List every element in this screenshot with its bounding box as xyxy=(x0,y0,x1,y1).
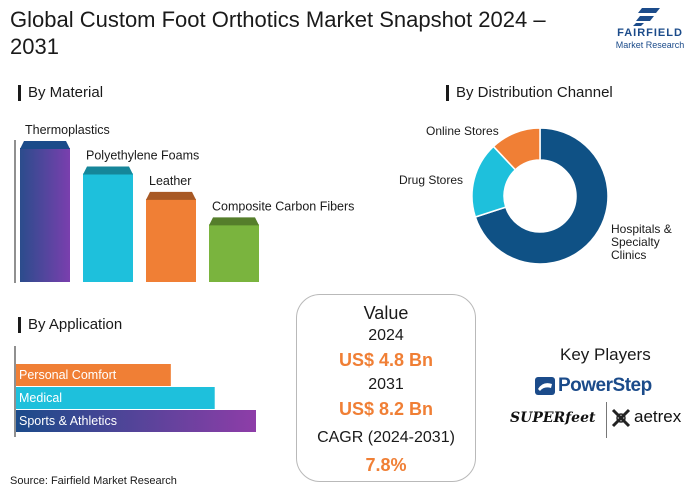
material-bar-cap xyxy=(20,141,70,149)
application-bar-label: Personal Comfort xyxy=(19,368,117,382)
fairfield-logo: FAIRFIELD Market Research xyxy=(606,5,694,53)
application-bar xyxy=(16,364,171,386)
material-bar-label: Composite Carbon Fibers xyxy=(212,199,354,213)
material-bar xyxy=(83,173,133,282)
material-bar xyxy=(20,148,70,282)
source-note: Source: Fairfield Market Research xyxy=(10,475,177,487)
value-heading: Value xyxy=(363,303,409,323)
distribution-section-title: By Distribution Channel xyxy=(446,85,613,101)
application-bar-label: Sports & Athletics xyxy=(19,414,117,428)
material-section-title: By Material xyxy=(18,85,103,101)
distribution-donut-chart xyxy=(471,127,609,265)
logo-name: FAIRFIELD xyxy=(617,27,683,39)
fairfield-logo-mark xyxy=(633,8,660,26)
value-2031: US$ 8.2 Bn xyxy=(338,399,434,419)
material-bar-cap xyxy=(83,166,133,175)
value-year-2024: 2024 xyxy=(368,327,404,344)
application-section-title: By Application xyxy=(18,317,122,333)
value-box: Value 2024 US$ 4.8 Bn 2031 US$ 8.2 Bn CA… xyxy=(296,294,476,482)
aetrex-logo: aetrex xyxy=(610,406,690,430)
application-bar-chart: Personal Comfort Medical Sports & Athletic… xyxy=(14,346,256,437)
application-bar xyxy=(16,410,256,432)
aetrex-logo-mark xyxy=(611,408,631,428)
donut-label-drug: Drug Stores xyxy=(399,173,464,187)
cagr-value: 7.8% xyxy=(365,455,407,475)
donut-slice xyxy=(492,127,541,171)
donut-label-online: Online Stores xyxy=(426,124,499,138)
key-players-heading: Key Players xyxy=(560,345,651,364)
powerstep-logo-mark xyxy=(535,377,555,395)
aetrex-logo-text: aetrex xyxy=(634,407,682,426)
donut-label-hospitals: Hospitals & Specialty Clinics xyxy=(611,222,672,262)
material-bar-label: Thermoplastics xyxy=(25,123,110,137)
donut-slice xyxy=(474,127,609,265)
material-bar-label: Leather xyxy=(149,174,191,188)
material-bar xyxy=(209,224,259,282)
superfeet-logo: SUPERfeet xyxy=(510,410,596,426)
page-title: Global Custom Foot Orthotics Market Snap… xyxy=(10,7,546,59)
value-2024: US$ 4.8 Bn xyxy=(338,350,434,370)
material-bar-chart: Thermoplastics Polyethylene Foams Leather C… xyxy=(14,123,354,283)
cagr-label: CAGR (2024-2031) xyxy=(317,429,455,446)
material-bar-cap xyxy=(146,191,196,200)
powerstep-logo: PowerStep xyxy=(534,375,680,397)
material-bar xyxy=(146,198,196,282)
logo-divider xyxy=(606,402,607,438)
logo-subtitle: Market Research xyxy=(615,40,685,50)
application-bar-label: Medical xyxy=(19,391,62,405)
application-bar xyxy=(16,387,215,409)
value-year-2031: 2031 xyxy=(368,376,404,393)
material-bar-cap xyxy=(209,217,259,226)
powerstep-logo-text: PowerStep xyxy=(558,375,652,396)
material-bar-label: Polyethylene Foams xyxy=(86,148,199,162)
